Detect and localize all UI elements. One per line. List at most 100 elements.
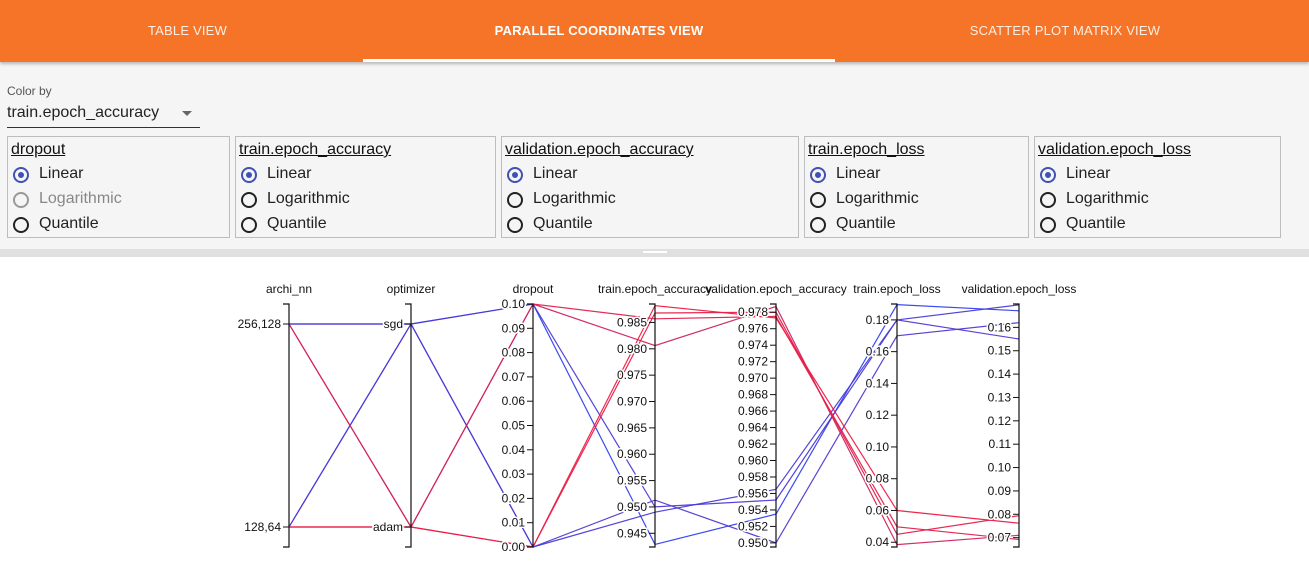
axis-tick-label: 0.12 <box>866 408 890 422</box>
radio-unchecked-icon[interactable] <box>507 217 523 233</box>
color-by-select[interactable]: train.epoch_accuracy <box>7 103 200 128</box>
axis-tick-label: 0.06 <box>866 503 890 517</box>
axis-tick-label: 0.955 <box>617 474 647 488</box>
axis-tick-label: 128,64 <box>244 520 281 534</box>
axis-tick-label: 0.972 <box>738 355 768 369</box>
radio-checked-icon[interactable] <box>13 167 29 183</box>
axis-tick-label: 0.04 <box>502 443 526 457</box>
axis-tick-label: 0.08 <box>866 472 890 486</box>
scale-option-label: Quantile <box>836 215 896 232</box>
axis-title-archi-nn: archi_nn <box>266 282 312 296</box>
axis-title-dropout: dropout <box>513 282 554 296</box>
axis-tick-label: adam <box>373 520 403 534</box>
resize-divider[interactable] <box>0 249 1309 257</box>
axis-line <box>283 303 290 548</box>
axis-tick-label: 0.01 <box>502 516 526 530</box>
tab-table-view[interactable]: TABLE VIEW <box>147 23 228 38</box>
radio-checked-icon[interactable] <box>241 167 257 183</box>
scale-card-validation-epoch-accuracy: validation.epoch_accuracy Linear Logarit… <box>501 136 799 238</box>
scale-card-title: validation.epoch_loss <box>1038 141 1191 158</box>
tab-parallel-coordinates-view[interactable]: PARALLEL COORDINATES VIEW <box>494 23 704 38</box>
axis-title-validation-epoch-accuracy: validation.epoch_accuracy <box>705 282 846 296</box>
axis-line <box>1013 303 1020 548</box>
axis-tick-label: 0.956 <box>738 486 768 500</box>
radio-checked-icon[interactable] <box>810 167 826 183</box>
axis-tick-label: 0.952 <box>738 519 768 533</box>
scale-option-label: Logarithmic <box>836 190 919 207</box>
chevron-down-icon[interactable] <box>182 111 192 116</box>
run-line-0 <box>289 303 1020 546</box>
radio-checked-icon[interactable] <box>1040 167 1056 183</box>
radio-unchecked-icon[interactable] <box>507 192 523 208</box>
axis-tick-label: 0.07 <box>502 370 526 384</box>
axis-tick-label: 0.16 <box>866 345 890 359</box>
axis-tick-label: 0.962 <box>738 437 768 451</box>
axis-tick-label: 0.945 <box>617 526 647 540</box>
axis-line <box>891 303 898 548</box>
axis-tick-label: 0.18 <box>866 313 890 327</box>
scale-option-label: Logarithmic <box>39 190 122 207</box>
axis-line <box>405 303 412 548</box>
axis-tick-label: 0.07 <box>988 531 1012 545</box>
scale-card-validation-epoch-loss: validation.epoch_loss Linear Logarithmic… <box>1034 136 1281 238</box>
radio-unchecked-icon[interactable] <box>1040 217 1056 233</box>
scale-option-label: Linear <box>267 165 312 182</box>
scale-card-title: validation.epoch_accuracy <box>505 141 694 158</box>
axis-tick-label: 0.10 <box>502 297 526 311</box>
axis-tick-label: 0.980 <box>617 342 647 356</box>
axis-tick-label: 0.11 <box>989 437 1012 451</box>
radio-unchecked-icon[interactable] <box>810 192 826 208</box>
axis-tick-label: 0.12 <box>988 414 1012 428</box>
scale-option-label: Logarithmic <box>1066 190 1149 207</box>
axis-tick-label: 0.964 <box>738 421 768 435</box>
radio-unchecked-icon[interactable] <box>241 217 257 233</box>
axis-optimizer: optimizer adam sgd <box>371 282 436 548</box>
axis-validation-epoch-loss: validation.epoch_loss 0.07 0.08 0.09 0.10 0.1… <box>962 282 1077 548</box>
axis-train-epoch-loss: train.epoch_loss 0.04 0.06 0.08 0.10 0.12 0.14… <box>853 282 940 551</box>
radio-unchecked-icon[interactable] <box>810 217 826 233</box>
axis-tick-label: 0.09 <box>988 484 1012 498</box>
scale-option-label: Quantile <box>533 215 593 232</box>
scale-card-title: dropout <box>11 141 66 158</box>
axis-tick-label: 0.08 <box>502 346 526 360</box>
axis-dropout: dropout 0.00 0.01 0.02 0.03 0.04 0.05 0.06 0.07 0… <box>500 282 554 556</box>
top-tab-bar: TABLE VIEW PARALLEL COORDINATES VIEW SCA… <box>0 0 1309 62</box>
axis-tick-label: 0.03 <box>502 467 526 481</box>
axis-tick-label: 0.09 <box>502 321 526 335</box>
scale-option-label: Linear <box>1066 165 1111 182</box>
radio-unchecked-icon[interactable] <box>13 217 29 233</box>
tab-scatter-plot-matrix-view[interactable]: SCATTER PLOT MATRIX VIEW <box>969 23 1161 38</box>
axis-tick-label: 0.10 <box>866 440 890 454</box>
axis-tick-label: 0.00 <box>502 540 526 554</box>
data-lines <box>288 303 1020 548</box>
scale-option-label: Logarithmic <box>533 190 616 207</box>
run-line-6 <box>289 304 1020 548</box>
radio-unchecked-icon[interactable] <box>241 192 257 208</box>
axis-tick-label: 0.960 <box>738 454 768 468</box>
scale-card-train-epoch-loss: train.epoch_loss Linear Logarithmic Quan… <box>804 136 1029 238</box>
axis-tick-label: 0.04 <box>866 535 890 549</box>
scale-card-title: train.epoch_loss <box>808 141 925 158</box>
axis-tick-label: 0.968 <box>738 388 768 402</box>
axis-tick-label: 0.958 <box>738 470 768 484</box>
scale-option-label: Quantile <box>39 215 99 232</box>
scale-option-label: Logarithmic <box>267 190 350 207</box>
scale-option-label: Quantile <box>1066 215 1126 232</box>
radio-disabled-icon <box>13 192 29 208</box>
axis-tick-label: 0.966 <box>738 404 768 418</box>
axis-tick-label: 0.02 <box>502 491 526 505</box>
axis-tick-label: 0.14 <box>866 376 890 390</box>
parallel-coordinates-chart[interactable]: archi_nn 128,64 256,128 optimizer adam sgd dro… <box>0 257 1309 570</box>
axis-tick-label: 0.08 <box>988 507 1012 521</box>
resize-handle-icon[interactable] <box>643 251 667 253</box>
radio-unchecked-icon[interactable] <box>1040 192 1056 208</box>
axis-tick-label: 0.960 <box>617 447 647 461</box>
radio-checked-icon[interactable] <box>507 167 523 183</box>
color-by-value: train.epoch_accuracy <box>7 104 160 121</box>
axis-tick-label: 0.950 <box>738 536 768 550</box>
axis-tick-label: 0.970 <box>738 371 768 385</box>
axis-title-validation-epoch-loss: validation.epoch_loss <box>962 282 1077 296</box>
axis-tick-label: 0.965 <box>617 421 647 435</box>
axis-title-optimizer: optimizer <box>387 282 436 296</box>
color-by-label: Color by <box>7 84 52 98</box>
